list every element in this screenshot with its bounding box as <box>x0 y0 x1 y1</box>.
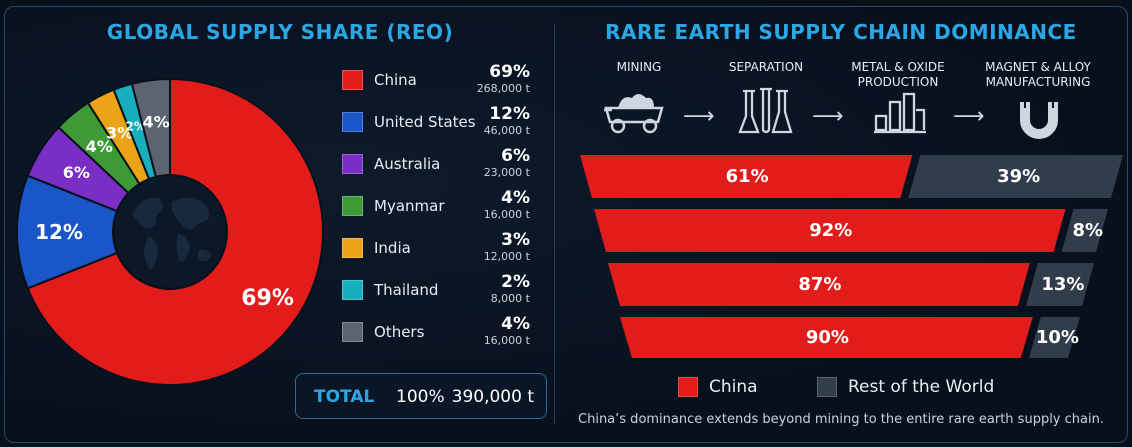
footnote: China’s dominance extends beyond mining … <box>578 412 1104 427</box>
stage-label-mining: MINING <box>579 60 699 75</box>
legend-percent: 4% <box>501 314 530 334</box>
legend-label: China <box>709 377 758 397</box>
bar-label-rest-of-world: 8% <box>1072 220 1103 241</box>
bar-china-1 <box>580 155 913 198</box>
legend-label: India <box>374 239 411 257</box>
legend-percent: 12% <box>489 104 530 124</box>
legend-swatch <box>342 70 363 90</box>
donut-value-label: 3% <box>106 124 133 143</box>
bar-label-rest-of-world: 39% <box>997 166 1040 187</box>
supply-share-donut-chart: 69%12%6%4%3%2%4% <box>16 77 324 386</box>
donut-value-label: 69% <box>241 286 294 311</box>
bar-rest-of-world-3 <box>1025 263 1094 306</box>
donut-value-label: 12% <box>35 220 83 244</box>
legend-tonnage: 12,000 t <box>483 250 530 263</box>
donut-slice-others <box>130 77 171 179</box>
donut-slice-china <box>26 77 324 386</box>
legend-label: Myanmar <box>374 197 445 215</box>
horseshoe-magnet-icon <box>1020 102 1058 139</box>
legend-swatch <box>678 377 698 397</box>
legend-label: China <box>374 71 417 89</box>
arrow-right-icon: ⟶ <box>812 104 844 129</box>
bar-label-china: 90% <box>806 327 849 348</box>
arrow-right-icon: ⟶ <box>953 104 985 129</box>
bar-china-3 <box>608 263 1030 306</box>
legend-percent: 2% <box>501 272 530 292</box>
legend-tonnage: 46,000 t <box>483 124 530 137</box>
lab-flasks-icon <box>738 87 793 134</box>
legend-item-china: China 69% 268,000 t <box>340 62 530 98</box>
stage-label-metal-oxide: METAL & OXIDE PRODUCTION <box>838 60 958 90</box>
bar-rest-of-world-2 <box>1061 209 1108 252</box>
legend-item-thailand: Thailand 2% 8,000 t <box>340 272 530 308</box>
legend-tonnage: 23,000 t <box>483 166 530 179</box>
legend-swatch <box>342 196 363 216</box>
legend-label: Others <box>374 323 425 341</box>
legend-tonnage: 268,000 t <box>476 82 530 95</box>
legend-label: United States <box>374 113 476 131</box>
legend-tonnage: 16,000 t <box>483 334 530 347</box>
legend-percent: 4% <box>501 188 530 208</box>
factory-tanks-icon <box>874 92 926 134</box>
total-value: 390,000 t <box>451 387 534 407</box>
legend-item-australia: Australia 6% 23,000 t <box>340 146 530 182</box>
legend-swatch <box>342 154 363 174</box>
bar-rest-of-world-1 <box>908 155 1123 198</box>
legend-label: Thailand <box>374 281 439 299</box>
total-percent: 100% <box>396 387 445 407</box>
stage-label-text: METAL & OXIDE PRODUCTION <box>851 60 945 89</box>
stage-label-text: SEPARATION <box>728 60 804 74</box>
bar-label-china: 92% <box>809 220 852 241</box>
donut-value-label: 4% <box>86 137 113 156</box>
legend-percent: 3% <box>501 230 530 250</box>
bar-rest-of-world-4 <box>1028 317 1080 358</box>
legend-label: Australia <box>374 155 441 173</box>
legend-percent: 6% <box>501 146 530 166</box>
arrow-right-icon: ⟶ <box>683 104 715 129</box>
legend-tonnage: 16,000 t <box>483 208 530 221</box>
mining-truck-icon <box>604 94 664 134</box>
total-label: TOTAL <box>314 387 375 407</box>
legend-swatch <box>342 112 363 132</box>
bar-china-4 <box>620 317 1033 358</box>
legend-percent: 69% <box>489 62 530 82</box>
bar-label-rest-of-world: 10% <box>1036 327 1079 348</box>
legend-item-others: Others 4% 16,000 t <box>340 314 530 350</box>
legend-swatch <box>342 322 363 342</box>
legend-label: Rest of the World <box>848 377 995 397</box>
donut-value-label: 6% <box>63 163 90 182</box>
stage-label-separation: SEPARATION <box>706 60 826 75</box>
donut-value-label: 2% <box>126 119 146 133</box>
stage-label-text: MINING <box>616 60 662 74</box>
stage-label-text: MAGNET & ALLOY MANUFACTURING <box>985 60 1091 89</box>
donut-value-label: 4% <box>143 112 170 131</box>
legend-swatch <box>817 377 837 397</box>
legend-item-india: India 3% 12,000 t <box>340 230 530 266</box>
bar-china-2 <box>594 209 1066 252</box>
bar-label-china: 87% <box>798 274 841 295</box>
supply-share-title: GLOBAL SUPPLY SHARE (REO) <box>106 20 454 44</box>
globe-icon <box>115 177 225 287</box>
stage-label-magnet-alloy: MAGNET & ALLOY MANUFACTURING <box>978 60 1098 90</box>
legend-item-myanmar: Myanmar 4% 16,000 t <box>340 188 530 224</box>
legend-item-united-states: United States 12% 46,000 t <box>340 104 530 140</box>
legend-tonnage: 8,000 t <box>490 292 530 305</box>
bar-label-china: 61% <box>726 166 769 187</box>
bar-label-rest-of-world: 13% <box>1041 274 1084 295</box>
legend-swatch <box>342 280 363 300</box>
donut-slice-united-states <box>16 174 119 290</box>
legend-swatch <box>342 238 363 258</box>
supply-chain-title: RARE EARTH SUPPLY CHAIN DOMINANCE <box>605 20 1077 44</box>
panel-divider <box>554 24 555 424</box>
total-box: TOTAL 100% 390,000 t <box>295 373 547 419</box>
